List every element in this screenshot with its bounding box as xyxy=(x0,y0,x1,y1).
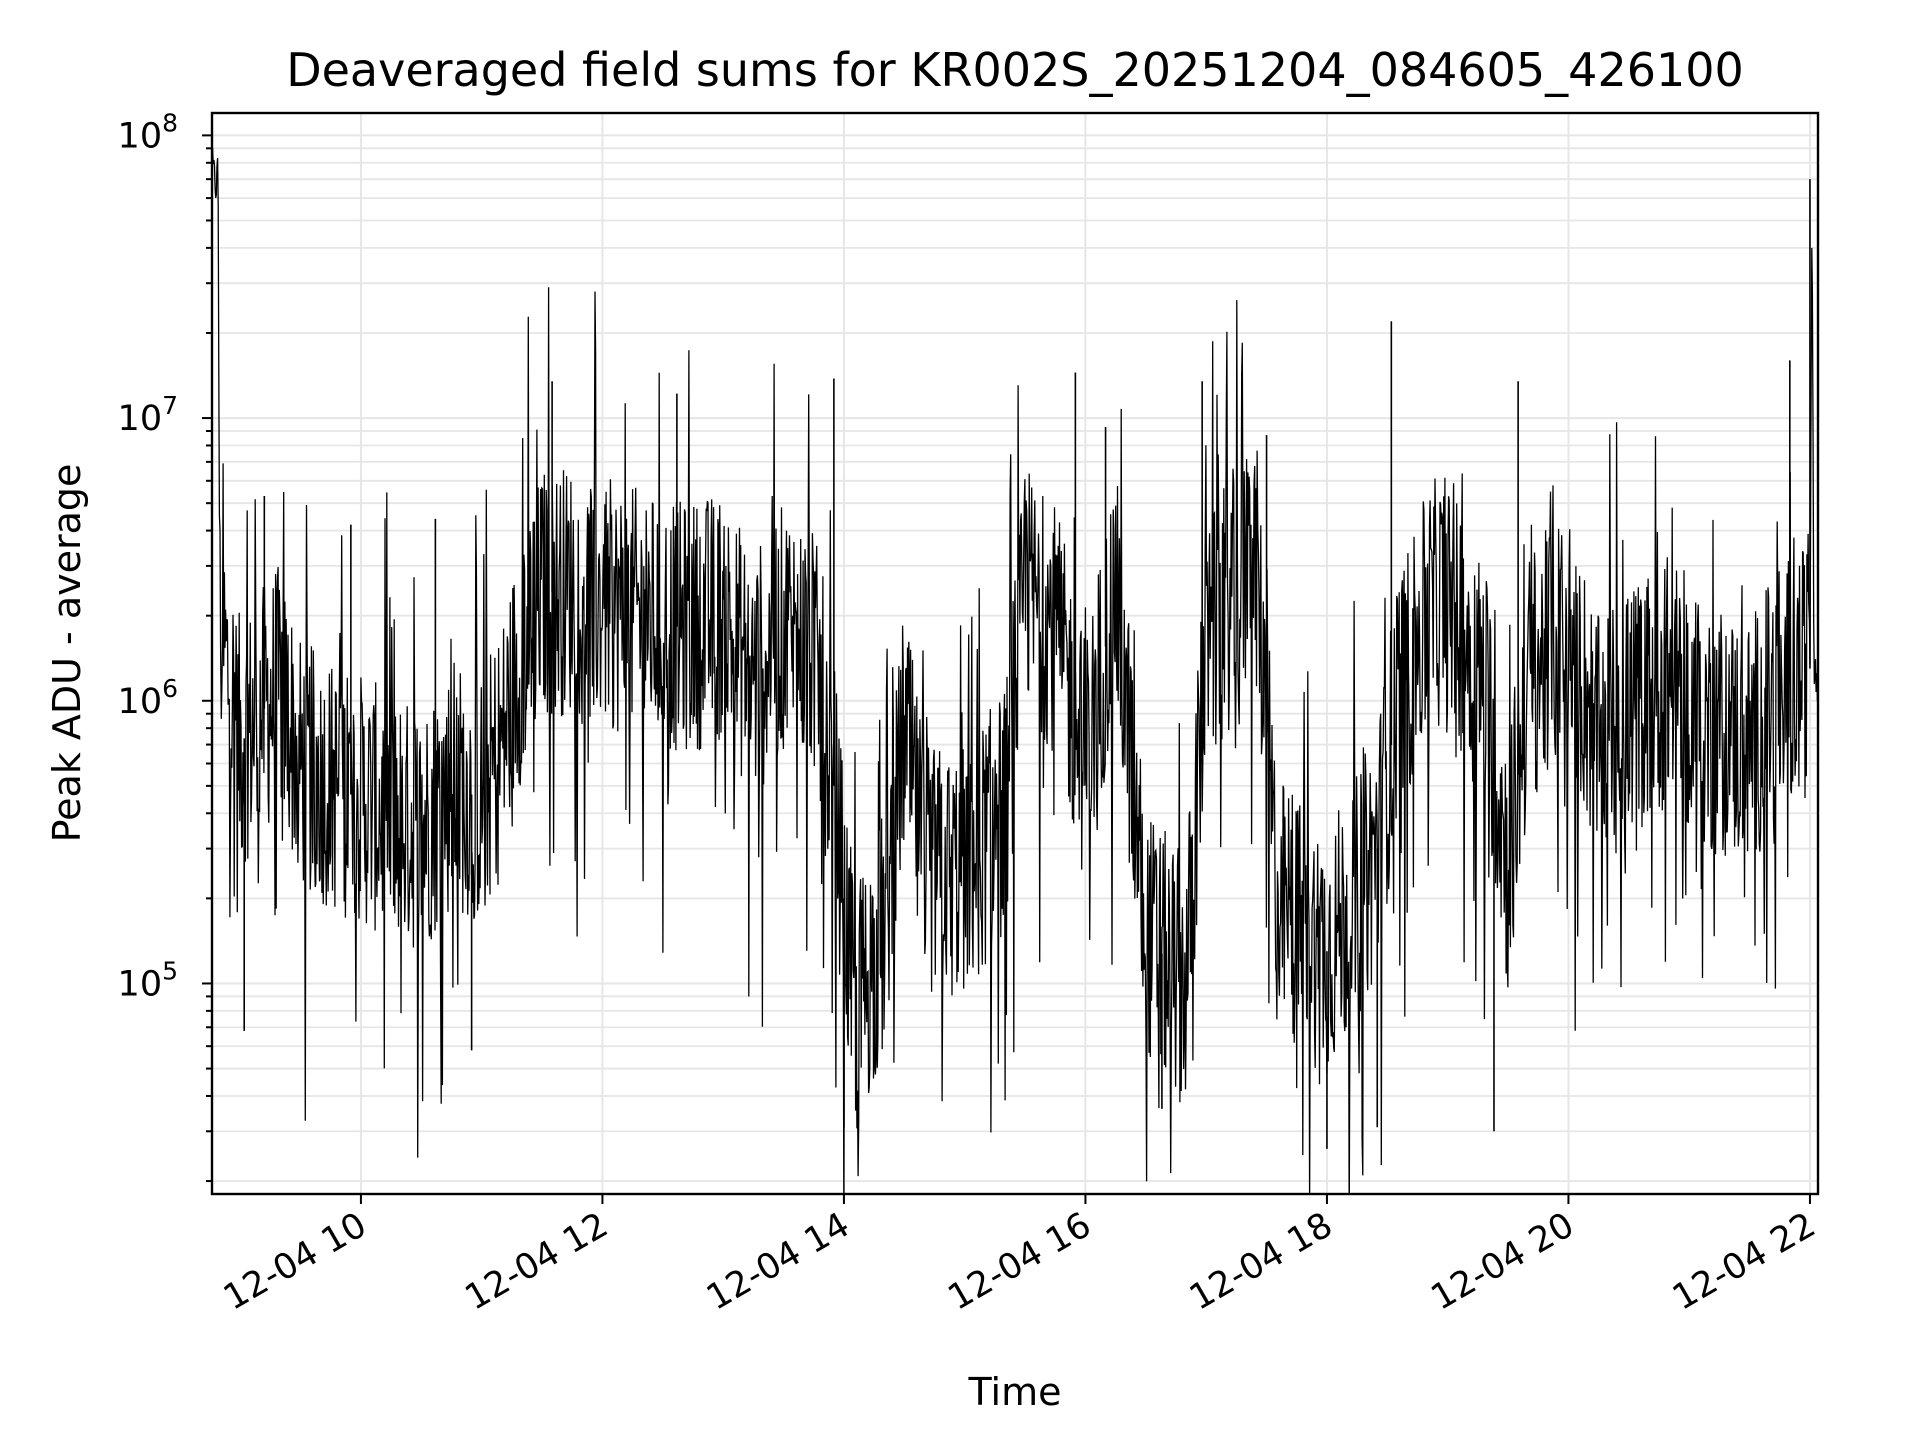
x-tick-label: 12-04 22 xyxy=(1666,1205,1822,1318)
x-axis: 12-04 10 12-04 12 12-04 14 12-04 16 12-04 18… xyxy=(217,1194,1822,1318)
x-tick-label: 12-04 18 xyxy=(1183,1205,1339,1318)
y-tick-exponent: 8 xyxy=(162,108,178,137)
y-tick-base: 10 xyxy=(118,116,163,156)
x-tick-label: 12-04 10 xyxy=(217,1205,373,1318)
chart-title: Deaveraged field sums for KR002S_2025120… xyxy=(286,43,1744,97)
data-series xyxy=(212,147,1818,1194)
x-tick-label: 12-04 14 xyxy=(700,1205,856,1318)
y-tick-label: 105 xyxy=(118,956,178,1004)
x-tick-label: 12-04 12 xyxy=(459,1205,615,1318)
plot-frame xyxy=(210,111,1820,1196)
y-tick-label: 108 xyxy=(118,108,178,156)
x-axis-label: Time xyxy=(968,1370,1062,1414)
y-tick-base: 10 xyxy=(118,964,163,1004)
y-axis-label: Peak ADU - average xyxy=(45,464,89,843)
series-line xyxy=(212,147,1818,1194)
x-tick-label: 12-04 20 xyxy=(1425,1205,1581,1318)
y-tick-base: 10 xyxy=(118,682,163,722)
y-tick-exponent: 5 xyxy=(162,956,178,985)
y-tick-exponent: 6 xyxy=(162,674,178,703)
y-tick-label: 107 xyxy=(118,391,178,439)
y-tick-base: 10 xyxy=(118,399,163,439)
y-tick-exponent: 7 xyxy=(162,391,178,420)
x-tick-label: 12-04 16 xyxy=(942,1205,1098,1318)
y-tick-label: 106 xyxy=(118,674,178,722)
